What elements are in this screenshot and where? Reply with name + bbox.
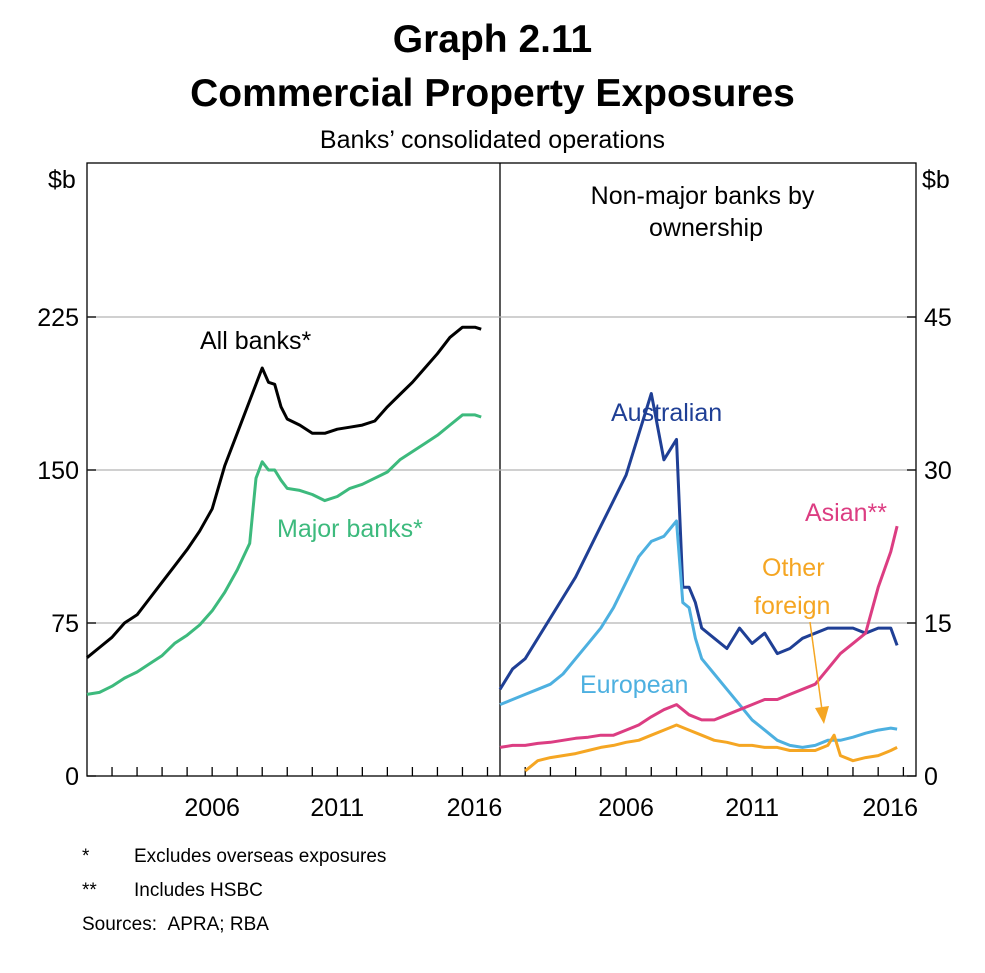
y-tick-label: 45 — [924, 304, 952, 332]
footnote-1: * Excludes overseas exposures — [82, 846, 387, 867]
graph-title: Commercial Property Exposures — [190, 72, 795, 115]
other-foreign-arrow — [809, 621, 823, 711]
y-tick-label: 15 — [924, 610, 952, 638]
y-tick-label: 0 — [924, 763, 938, 791]
label-european: European — [580, 671, 688, 699]
label-australian: Australian — [611, 399, 722, 427]
y-tick-label: 225 — [37, 304, 79, 332]
series-line-european — [499, 519, 898, 749]
y-tick-label: 30 — [924, 457, 952, 485]
x-tick-label: 2006 — [598, 794, 654, 822]
y-tick-labels: 0 75 150 225 0 15 30 45 — [37, 304, 952, 791]
x-tick-labels: 2006 2011 2016 2006 2011 2016 — [184, 794, 918, 822]
x-tick-label: 2011 — [310, 794, 364, 822]
y-tick-label: 75 — [51, 610, 79, 638]
gridlines — [87, 316, 916, 624]
series-line-all_banks — [86, 325, 482, 659]
x-tick-label: 2016 — [862, 794, 918, 822]
graph-subtitle: Banks’ consolidated operations — [319, 126, 666, 154]
sources-note: Sources: APRA; RBA — [82, 914, 269, 935]
tick-marks — [87, 316, 916, 777]
right-panel-title-line-2: ownership — [649, 214, 763, 242]
label-other-foreign-line-1: Other — [762, 554, 825, 582]
right-y-unit: $b — [922, 166, 950, 194]
y-tick-label: 0 — [65, 763, 79, 791]
series-lines — [86, 325, 899, 773]
footnote-2: ** Includes HSBC — [82, 880, 263, 901]
series-line-other_foreign — [524, 723, 898, 773]
x-tick-label: 2011 — [725, 794, 779, 822]
other-foreign-arrowhead — [815, 706, 829, 724]
series-line-australian — [498, 392, 899, 691]
series-line-asian — [499, 525, 899, 749]
x-tick-label: 2016 — [447, 794, 503, 822]
label-all-banks: All banks* — [200, 327, 311, 355]
graph-number: Graph 2.11 — [392, 18, 593, 61]
label-major-banks: Major banks* — [277, 515, 423, 543]
series-line-major_banks — [86, 413, 482, 696]
right-panel-title-line-1: Non-major banks by — [591, 182, 815, 210]
left-y-unit: $b — [48, 166, 76, 194]
label-other-foreign-line-2: foreign — [754, 592, 830, 620]
y-tick-label: 150 — [37, 457, 79, 485]
label-asian: Asian** — [805, 499, 887, 527]
right-panel-title: Non-major banks by ownership — [591, 182, 822, 242]
x-tick-label: 2006 — [184, 794, 240, 822]
